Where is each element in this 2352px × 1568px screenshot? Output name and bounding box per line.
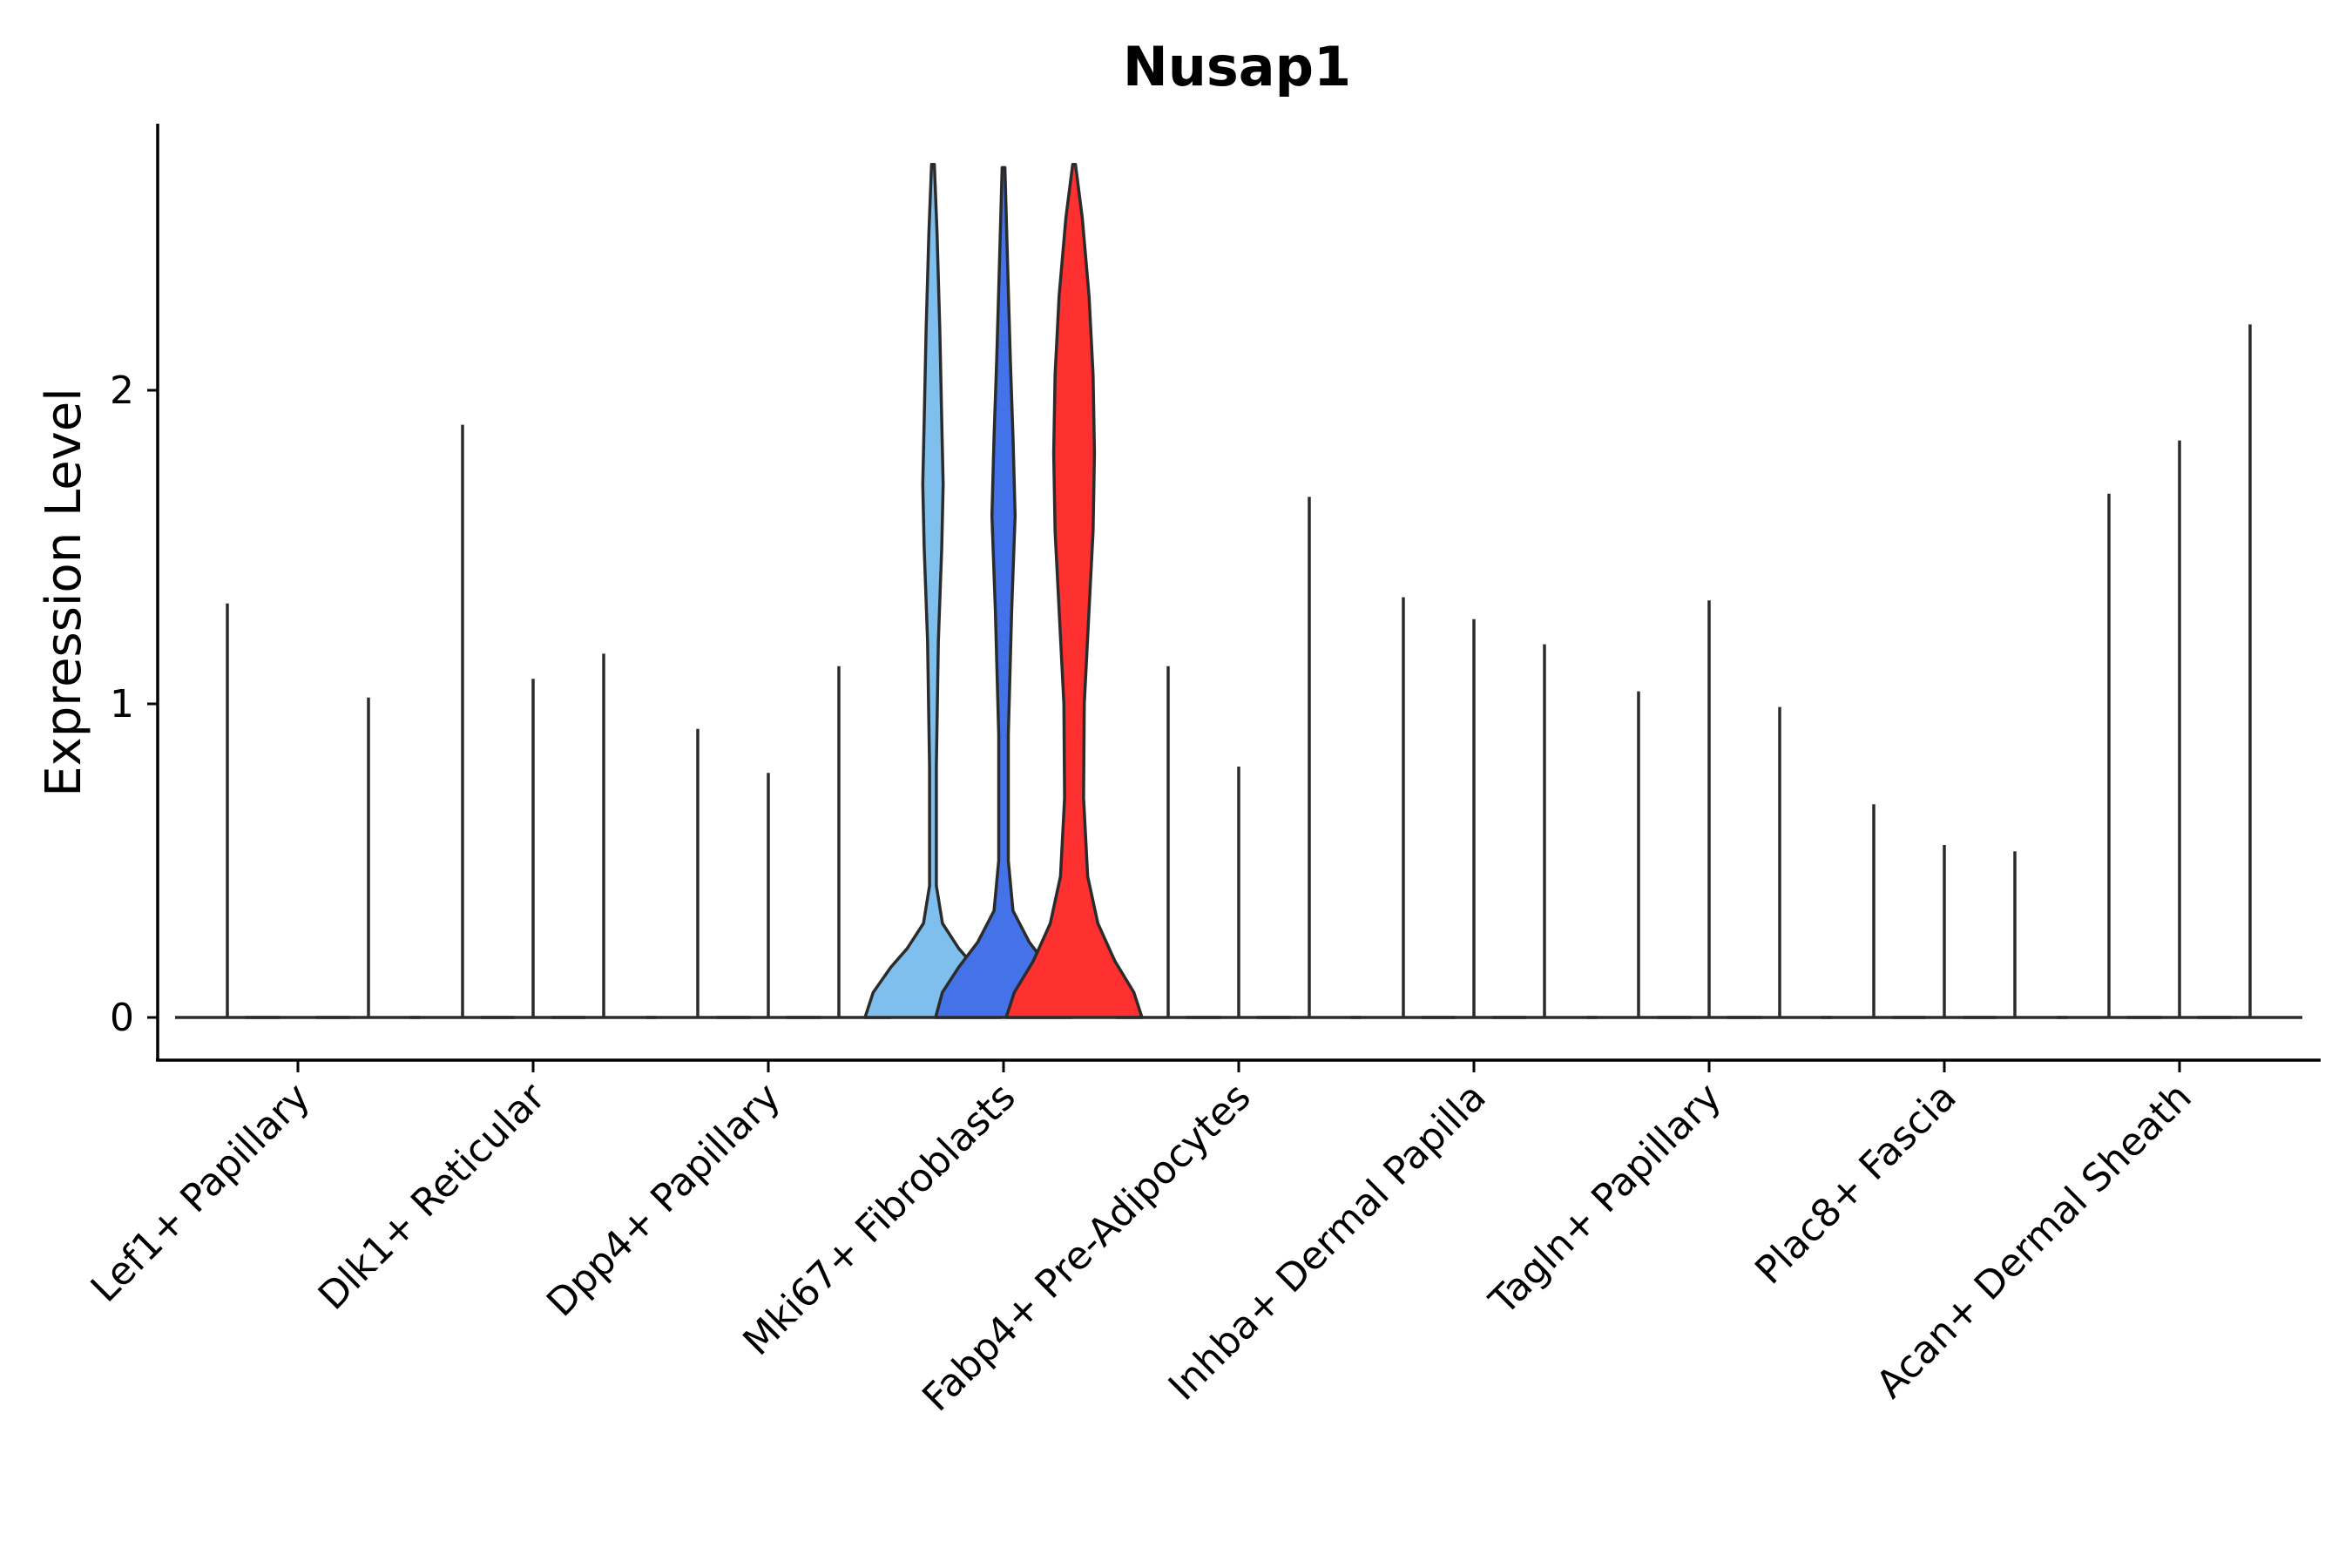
category-group: [863, 163, 1144, 1019]
category-group: [1586, 600, 1832, 1019]
x-tick-label: Dlk1+ Reticular: [310, 1074, 555, 1319]
category-group: [2057, 324, 2302, 1019]
x-tick-label: Tagln+ Papillary: [1481, 1075, 1730, 1324]
y-axis-title: Expression Level: [36, 388, 92, 797]
y-tick-label: 0: [110, 996, 134, 1040]
x-tick-label: Dpp4+ Papillary: [538, 1075, 789, 1326]
plot-area: [175, 163, 2302, 1019]
category-group: [1351, 597, 1597, 1019]
category-group: [645, 666, 891, 1019]
x-tick-label: Plac8+ Fascia: [1747, 1075, 1965, 1294]
x-tick-label: Lef1+ Papillary: [83, 1075, 319, 1311]
y-axis-ticks: 0 1 2: [110, 368, 158, 1040]
category-group: [1821, 804, 2067, 1019]
category-group: [175, 603, 421, 1019]
category-group: [1116, 497, 1362, 1019]
violin: [1004, 163, 1144, 1019]
category-group: [410, 424, 656, 1019]
violin: [863, 163, 1003, 1019]
y-tick-label: 2: [110, 368, 134, 413]
violin: [934, 166, 1073, 1019]
chart-title: Nusap1: [1123, 35, 1351, 98]
y-tick-label: 1: [110, 682, 134, 727]
